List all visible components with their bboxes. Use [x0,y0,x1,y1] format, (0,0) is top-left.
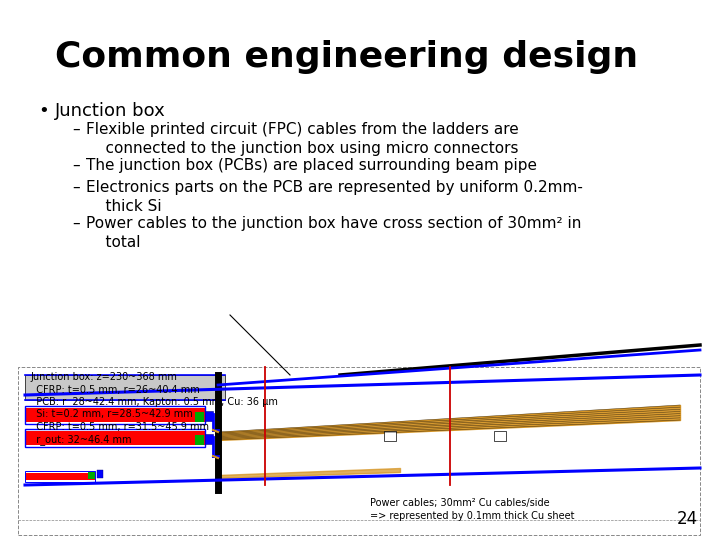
Bar [25,375,225,400]
Text: Junction box: z=230~368 mm: Junction box: z=230~368 mm [30,372,177,382]
Bar [195,412,204,422]
Text: 24: 24 [677,510,698,528]
Bar [25,431,205,445]
Bar [494,431,506,441]
Text: Power cables; 30mm² Cu cables/side
=> represented by 0.1mm thick Cu sheet: Power cables; 30mm² Cu cables/side => re… [370,498,575,521]
Text: •: • [38,102,49,120]
Text: Flexible printed circuit (FPC) cables from the ladders are
    connected to the : Flexible printed circuit (FPC) cables fr… [86,122,518,156]
Bar [88,472,95,479]
Bar [25,429,205,447]
Text: –: – [72,180,80,195]
Bar [25,408,205,422]
Text: CFRP: t=0.5 mm, r=31.5~45.9 mm: CFRP: t=0.5 mm, r=31.5~45.9 mm [30,422,209,432]
Text: –: – [72,216,80,231]
Bar [97,470,103,478]
Bar [25,471,95,482]
Bar [384,431,396,441]
Text: The junction box (PCBs) are placed surrounding beam pipe: The junction box (PCBs) are placed surro… [86,158,537,173]
Bar [25,406,205,424]
Bar [18,367,700,535]
Text: CFRP: t=0.5 mm, r=26~40.4 mm: CFRP: t=0.5 mm, r=26~40.4 mm [30,384,199,395]
Text: PCB: r  28~42.4 mm, Kapton: 0.5 mm, Cu: 36 μm: PCB: r 28~42.4 mm, Kapton: 0.5 mm, Cu: 3… [30,397,278,407]
Text: Common engineering design: Common engineering design [55,40,638,74]
Bar [205,434,213,444]
Text: r_out: 32~46.4 mm: r_out: 32~46.4 mm [30,435,132,446]
Bar [25,473,95,480]
Text: –: – [72,158,80,173]
Text: Si: t=0.2 mm, r=28.5~42.9 mm: Si: t=0.2 mm, r=28.5~42.9 mm [30,409,193,420]
Bar [195,435,204,445]
Text: –: – [72,122,80,137]
Bar [205,411,213,421]
Text: Junction box: Junction box [55,102,166,120]
Text: Electronics parts on the PCB are represented by uniform 0.2mm-
    thick Si: Electronics parts on the PCB are represe… [86,180,583,214]
Text: Power cables to the junction box have cross section of 30mm² in
    total: Power cables to the junction box have cr… [86,216,581,250]
